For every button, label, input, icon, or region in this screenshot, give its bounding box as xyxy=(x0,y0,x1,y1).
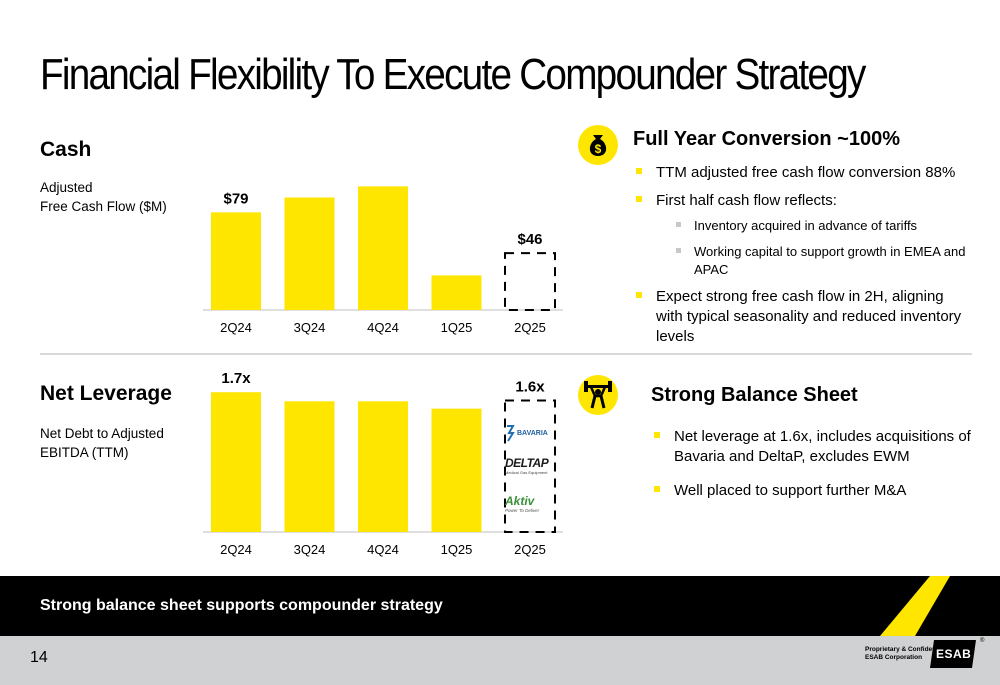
cash-chart: $79 2Q24 3Q24 4Q24 1Q25 $46 2Q25 xyxy=(203,186,563,335)
footer-banner xyxy=(0,576,1000,636)
acquisition-logos: BAVARIA DELTAP Medical Gas Equipment Akt… xyxy=(505,422,555,520)
weightlifter-icon xyxy=(578,375,618,415)
bavaria-logo-text: BAVARIA xyxy=(517,429,548,437)
balance-heading: Strong Balance Sheet xyxy=(651,384,858,406)
chart-tick-label: 3Q24 xyxy=(294,542,326,557)
deltap-logo-sub: Medical Gas Equipment xyxy=(505,470,548,475)
aktiv-logo: Aktiv Power To Deliver xyxy=(505,494,555,520)
page-title: Financial Flexibility To Execute Compoun… xyxy=(40,50,866,99)
chart-bar xyxy=(284,401,335,532)
chart-bar xyxy=(358,186,408,310)
chart-data-label: $46 xyxy=(517,231,542,248)
money-bag-icon: $ xyxy=(578,125,618,165)
conversion-bullet: First half cash flow reflects: Inventory… xyxy=(636,191,971,279)
leverage-chart: 1.7x 2Q24 3Q24 4Q24 1Q25 1.6x 2Q25 xyxy=(203,370,563,557)
conversion-bullets: TTM adjusted free cash flow conversion 8… xyxy=(636,163,971,355)
aktiv-logo-text: Aktiv xyxy=(505,494,535,508)
chart-bar-projected xyxy=(504,252,556,311)
cash-heading: Cash xyxy=(40,138,92,161)
conversion-bullet: Expect strong free cash flow in 2H, alig… xyxy=(636,287,971,347)
bavaria-mark-icon xyxy=(507,425,515,442)
leverage-subtitle-line2: EBITDA (TTM) xyxy=(40,445,129,460)
aktiv-logo-sub: Power To Deliver xyxy=(505,508,540,513)
footer-banner-text: Strong balance sheet supports compounder… xyxy=(40,597,443,614)
esab-logo-text: ESAB xyxy=(936,647,972,661)
chart-bar xyxy=(284,197,335,310)
svg-text:$: $ xyxy=(595,142,602,156)
cash-subtitle-line2: Free Cash Flow ($M) xyxy=(40,199,167,214)
page-number: 14 xyxy=(30,649,48,666)
chart-tick-label: 1Q25 xyxy=(441,542,473,557)
leverage-subtitle-line1: Net Debt to Adjusted xyxy=(40,426,164,441)
chart-data-label: 1.7x xyxy=(221,370,251,387)
conversion-bullet: TTM adjusted free cash flow conversion 8… xyxy=(636,163,971,183)
balance-bullets: Net leverage at 1.6x, includes acquisiti… xyxy=(654,427,972,509)
conversion-heading: Full Year Conversion ~100% xyxy=(633,128,900,150)
chart-bar xyxy=(211,212,261,310)
chart-tick-label: 1Q25 xyxy=(441,320,473,335)
balance-bullet: Well placed to support further M&A xyxy=(654,481,972,501)
chart-tick-label: 2Q25 xyxy=(514,320,546,335)
footer-stripe xyxy=(880,576,950,636)
deltap-logo: DELTAP Medical Gas Equipment xyxy=(505,456,555,482)
confidential-notice: Proprietary & Confidential ESAB Corporat… xyxy=(865,646,946,661)
section-divider xyxy=(40,353,972,355)
cash-subtitle-line1: Adjusted xyxy=(40,180,93,195)
chart-tick-label: 3Q24 xyxy=(294,320,326,335)
chart-data-label: 1.6x xyxy=(515,378,545,395)
cash-subtitle: Adjusted Free Cash Flow ($M) xyxy=(40,178,167,216)
balance-bullet: Net leverage at 1.6x, includes acquisiti… xyxy=(654,427,972,467)
chart-tick-label: 4Q24 xyxy=(367,320,399,335)
chart-tick-label: 2Q24 xyxy=(220,320,252,335)
bottom-bar xyxy=(0,636,1000,685)
chart-tick-label: 2Q24 xyxy=(220,542,252,557)
leverage-heading: Net Leverage xyxy=(40,382,172,405)
conversion-sub-bullet: Inventory acquired in advance of tariffs xyxy=(676,217,971,235)
deltap-logo-text: DELTAP xyxy=(505,456,549,470)
conversion-sub-bullet: Working capital to support growth in EME… xyxy=(676,243,971,279)
chart-bar-projected xyxy=(504,399,556,534)
chart-bar xyxy=(431,275,482,310)
chart-tick-label: 2Q25 xyxy=(514,542,546,557)
chart-data-label: $79 xyxy=(223,190,248,207)
chart-bar xyxy=(358,401,408,532)
registered-mark: ® xyxy=(980,638,985,644)
chart-bar xyxy=(211,392,261,532)
esab-logo: ESAB xyxy=(930,638,978,670)
bavaria-logo: BAVARIA xyxy=(505,422,555,444)
chart-tick-label: 4Q24 xyxy=(367,542,399,557)
chart-bar xyxy=(431,408,482,532)
leverage-subtitle: Net Debt to Adjusted EBITDA (TTM) xyxy=(40,424,164,462)
